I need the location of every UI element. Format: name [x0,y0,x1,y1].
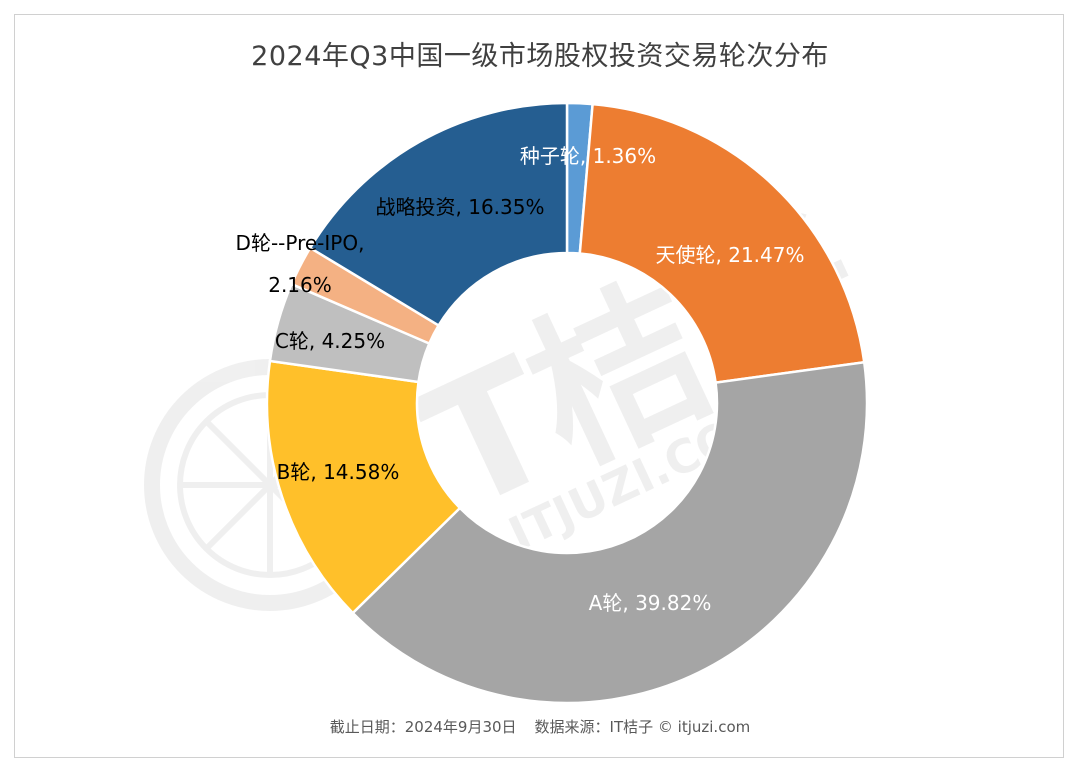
slice-label-2: 天使轮, 21.47% [656,243,805,267]
footer-source: 数据来源：IT桔子 © itjuzi.com [534,718,751,736]
slice-3 [351,360,869,705]
chart-footer: 截止日期：2024年9月30日 数据来源：IT桔子 © itjuzi.com [0,716,1080,737]
slice-2 [578,102,866,385]
slice-label-line: C轮, 4.25% [275,329,385,353]
slice-labels: 种子轮, 1.36% 天使轮, 21.47% A轮, 39.82% B轮, 14.58… [236,144,805,615]
slice-label-line: A轮, 39.82% [589,591,712,615]
chart-title: 2024年Q3中国一级市场股权投资交易轮次分布 [251,41,829,72]
donut-slices [265,101,869,705]
slice-7 [308,101,569,328]
slice-label-7: 战略投资, 16.35% [376,195,545,219]
slice-label-3: A轮, 39.82% [589,591,712,615]
slice-4 [265,359,462,615]
footer-date: 截止日期：2024年9月30日 [329,718,517,736]
slice-label-5: C轮, 4.25% [275,329,385,353]
slice-label-line: 战略投资, 16.35% [376,195,545,219]
slice-label-line: 种子轮, 1.36% [520,144,656,168]
slice-label-line: B轮, 14.58% [277,460,400,484]
slice-label-6: D轮--Pre-IPO, 2.16% [236,231,365,297]
slice-label-4: B轮, 14.58% [277,460,400,484]
slice-label-1: 种子轮, 1.36% [520,144,656,168]
slice-label-line: D轮--Pre-IPO, [236,231,365,255]
slice-label-line: 天使轮, 21.47% [656,243,805,267]
slice-label-line: 2.16% [268,273,332,297]
